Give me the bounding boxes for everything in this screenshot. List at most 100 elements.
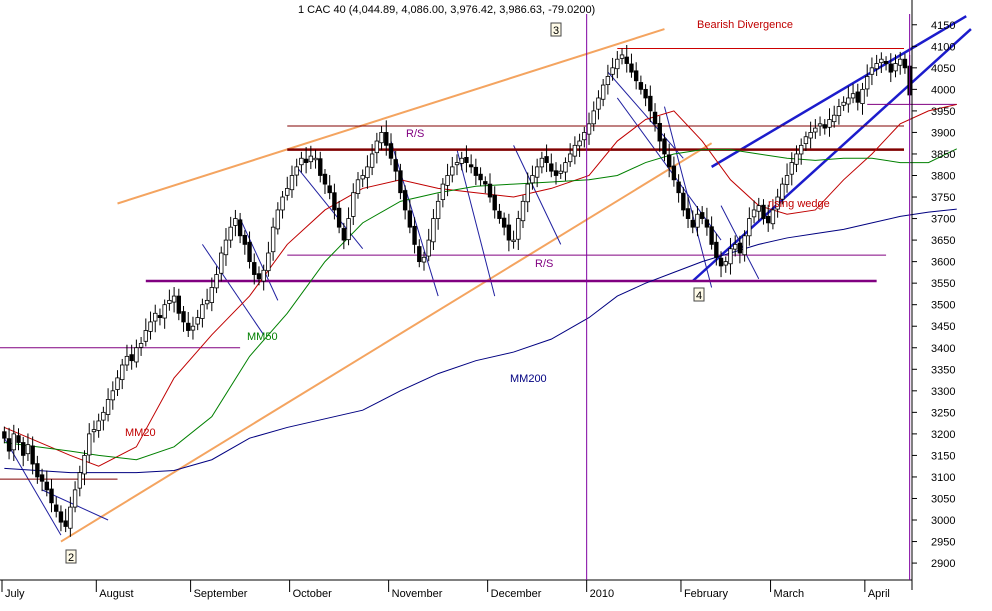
candle-up [153, 312, 158, 322]
ma-line-mm20 [4, 103, 957, 467]
candle-down [388, 143, 394, 159]
y-tick-label: 2900 [931, 558, 955, 570]
candle-down [332, 192, 337, 211]
x-tick-label: April [868, 588, 890, 600]
candle-up [440, 183, 446, 201]
candle-down [549, 163, 554, 172]
candle-up [72, 489, 78, 508]
mm20-label: MM20 [125, 427, 156, 439]
ma-line-mm50 [4, 148, 958, 461]
candle-up [723, 261, 728, 266]
candle-up [275, 209, 281, 230]
candle-down [256, 273, 262, 280]
candle-down [186, 322, 191, 331]
candle-up [261, 269, 266, 282]
x-tick-label: August [99, 588, 133, 600]
candle-up [190, 325, 196, 331]
candle-up [539, 157, 545, 168]
candle-up [379, 132, 384, 144]
candle-up [209, 287, 215, 303]
x-tick-label: November [392, 588, 443, 600]
y-tick-label: 3450 [931, 321, 955, 333]
candle-down [327, 185, 332, 194]
candle-up [770, 209, 776, 225]
candle-up [605, 76, 611, 86]
candle-down [44, 481, 49, 491]
candle-down [629, 63, 634, 73]
candle-up [850, 93, 856, 99]
candle-down [643, 88, 648, 99]
candle-down [393, 159, 398, 172]
candle-down [492, 194, 497, 211]
candle-down [2, 431, 7, 439]
x-tick-label: September [194, 588, 248, 600]
orange-lower-trendline [60, 142, 713, 543]
y-tick-label: 3900 [931, 127, 955, 139]
candle-down [63, 520, 68, 527]
candle-down [501, 217, 507, 228]
candle-up [105, 399, 111, 415]
candle-up [285, 188, 290, 196]
rs-label-lower: R/S [535, 258, 553, 270]
y-tick-label: 3100 [931, 472, 955, 484]
candle-down [761, 204, 766, 219]
candle-down [487, 183, 493, 198]
candle-up [110, 390, 115, 401]
y-tick-label: 4050 [931, 63, 955, 75]
candle-up [77, 472, 82, 489]
x-tick-label: March [774, 588, 805, 600]
candle-up [195, 317, 200, 325]
candle-up [898, 58, 903, 66]
candle-up [204, 299, 210, 305]
candle-down [54, 504, 59, 512]
candle-up [511, 239, 516, 242]
candle-up [572, 144, 578, 157]
candle-down [417, 246, 422, 263]
candle-down [822, 124, 827, 129]
blue-channel-line [239, 218, 279, 301]
candle-up [82, 455, 87, 475]
candle-up [346, 218, 351, 241]
candle-down [704, 219, 710, 228]
candle-down [237, 219, 243, 237]
candle-up [879, 58, 884, 64]
y-tick-label: 3150 [931, 450, 955, 462]
candle-up [120, 364, 125, 381]
candle-up [695, 213, 700, 228]
x-tick-label: 2010 [590, 588, 614, 600]
x-tick-label: December [491, 588, 542, 600]
candle-down [129, 354, 134, 362]
candle-up [610, 67, 615, 75]
y-tick-label: 3400 [931, 343, 955, 355]
candle-up [751, 209, 757, 218]
candle-up [445, 175, 450, 186]
candle-up [313, 157, 318, 161]
wave-number-box [550, 22, 562, 37]
y-tick-label: 4000 [931, 84, 955, 96]
candle-down [690, 219, 695, 228]
candle-down [21, 442, 26, 456]
candle-down [157, 315, 163, 319]
candle-down [464, 157, 469, 163]
blue-wedge-lower-line [691, 28, 972, 282]
candle-up [360, 175, 365, 180]
candle-up [591, 110, 596, 125]
candle-up [756, 205, 761, 212]
x-tick-label: July [5, 588, 25, 600]
candle-down [633, 70, 639, 82]
candle-up [25, 444, 31, 455]
candle-up [747, 218, 752, 237]
y-tick-label: 3250 [931, 407, 955, 419]
candle-up [369, 153, 375, 168]
candle-up [167, 299, 172, 304]
candle-down [30, 445, 35, 465]
candle-up [124, 355, 130, 366]
candle-down [662, 138, 667, 155]
ma-line-mm200 [4, 208, 957, 474]
candle-up [534, 166, 540, 178]
candle-up [308, 155, 314, 163]
candle-up [289, 175, 295, 191]
candle-up [567, 153, 573, 163]
candle-down [6, 438, 12, 452]
